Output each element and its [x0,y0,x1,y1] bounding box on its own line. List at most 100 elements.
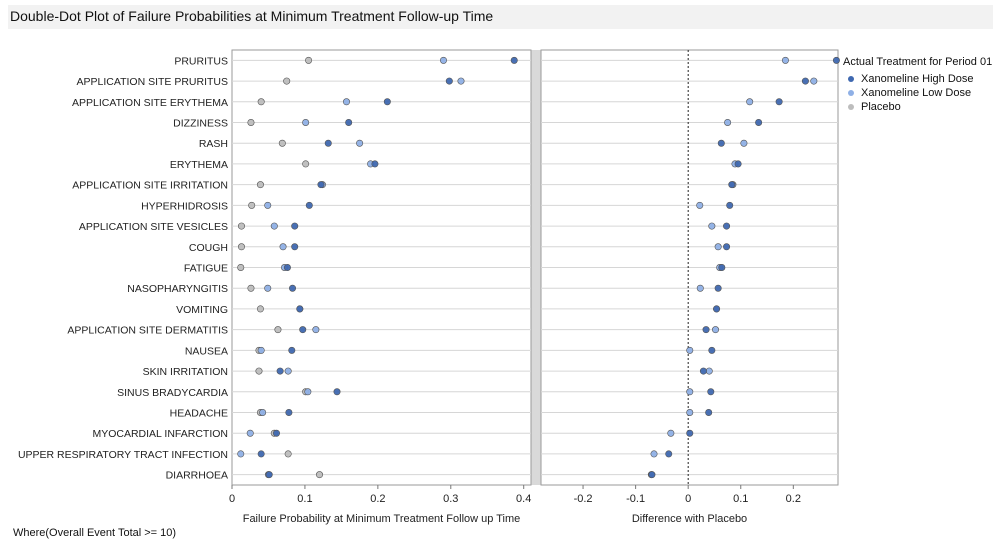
point-placebo-pruritus [305,56,313,64]
point-xanomeline-high-dose-skin-irritation [276,367,284,375]
point-xanomeline-high-dose-application-site-vesicles [291,222,299,230]
point-xanomeline-high-dose-application-site-pruritus [801,77,809,85]
point-xanomeline-high-dose-rash [324,139,332,147]
point-xanomeline-high-dose-sinus-bradycardia [707,388,715,396]
category-label-erythema: ERYTHEMA [170,159,228,171]
where-clause-footer: Where(Overall Event Total >= 10) [13,527,177,539]
title-bar [8,5,993,29]
point-xanomeline-high-dose-cough [291,243,299,251]
point-xanomeline-low-dose-dizziness [302,119,310,127]
category-label-rash: RASH [199,138,228,150]
point-xanomeline-low-dose-nasopharyngitis [264,284,272,292]
point-xanomeline-low-dose-pruritus [439,56,447,64]
category-label-dizziness: DIZZINESS [173,118,228,130]
category-label-application-site-vesicles: APPLICATION SITE VESICLES [79,221,228,233]
point-xanomeline-high-dose-myocardial-infarction [686,429,694,437]
legend-item-placebo: Placebo [848,100,992,114]
category-label-vomiting: VOMITING [176,304,228,316]
point-xanomeline-low-dose-headache [686,408,694,416]
point-placebo-application-site-vesicles [237,222,245,230]
point-xanomeline-high-dose-skin-irritation [699,367,707,375]
category-label-application-site-irritation: APPLICATION SITE IRRITATION [72,180,228,192]
point-xanomeline-high-dose-application-site-dermatitis [702,326,710,334]
point-xanomeline-high-dose-rash [717,139,725,147]
point-placebo-application-site-erythema [257,98,265,106]
legend-marker-low-dose [848,90,854,96]
category-label-upper-respiratory-tract-infection: UPPER RESPIRATORY TRACT INFECTION [18,449,228,461]
category-label-application-site-erythema: APPLICATION SITE ERYTHEMA [72,97,228,109]
point-xanomeline-low-dose-application-site-pruritus [810,77,818,85]
x-tick-label: 0 [685,493,691,505]
legend-marker-placebo [848,104,854,110]
point-xanomeline-low-dose-application-site-dermatitis [312,326,320,334]
point-xanomeline-high-dose-nausea [288,346,296,354]
point-placebo-upper-respiratory-tract-infection [284,450,292,458]
legend-marker-high-dose [848,76,854,82]
point-xanomeline-high-dose-erythema [734,160,742,168]
point-xanomeline-high-dose-vomiting [296,305,304,313]
point-xanomeline-high-dose-upper-respiratory-tract-infection [257,450,265,458]
point-xanomeline-high-dose-application-site-erythema [775,98,783,106]
legend-item-high-dose: Xanomeline High Dose [848,72,992,86]
x-tick-label: 0.1 [297,493,312,505]
category-label-hyperhidrosis: HYPERHIDROSIS [141,200,228,212]
panel-separator [531,50,541,485]
x-tick-label: 0.1 [733,493,748,505]
legend-label-placebo: Placebo [861,101,901,113]
point-xanomeline-low-dose-application-site-dermatitis [712,326,720,334]
point-placebo-nasopharyngitis [247,284,255,292]
category-label-fatigue: FATIGUE [184,263,228,275]
legend-label-high-dose: Xanomeline High Dose [861,73,974,85]
legend-title: Actual Treatment for Period 01 [843,56,993,68]
point-placebo-cough [237,243,245,251]
point-xanomeline-high-dose-cough [723,243,731,251]
x-axis-title: Failure Probability at Minimum Treatment… [243,513,521,525]
legend: Actual Treatment for Period 01 Xanomelin… [843,56,992,114]
point-xanomeline-low-dose-myocardial-infarction [246,429,254,437]
point-xanomeline-low-dose-hyperhidrosis [264,201,272,209]
x-tick-label: 0.2 [786,493,801,505]
x-tick-label: 0 [229,493,235,505]
point-xanomeline-high-dose-application-site-irritation [728,181,736,189]
point-xanomeline-low-dose-application-site-erythema [342,98,350,106]
point-xanomeline-high-dose-application-site-irritation [317,181,325,189]
point-xanomeline-high-dose-upper-respiratory-tract-infection [665,450,673,458]
point-xanomeline-low-dose-skin-irritation [705,367,713,375]
point-xanomeline-low-dose-skin-irritation [284,367,292,375]
category-label-nausea: NAUSEA [185,345,228,357]
legend-label-low-dose: Xanomeline Low Dose [861,87,972,99]
point-xanomeline-high-dose-dizziness [345,119,353,127]
x-tick-label: -0.1 [626,493,645,505]
category-label-sinus-bradycardia: SINUS BRADYCARDIA [117,387,228,399]
point-xanomeline-low-dose-rash [740,139,748,147]
point-xanomeline-low-dose-upper-respiratory-tract-infection [650,450,658,458]
point-xanomeline-high-dose-dizziness [755,119,763,127]
point-xanomeline-low-dose-nasopharyngitis [696,284,704,292]
point-xanomeline-low-dose-application-site-pruritus [457,77,465,85]
point-xanomeline-high-dose-myocardial-infarction [272,429,280,437]
point-xanomeline-high-dose-vomiting [713,305,721,313]
category-label-nasopharyngitis: NASOPHARYNGITIS [127,283,228,295]
point-placebo-dizziness [247,119,255,127]
point-xanomeline-low-dose-cough [279,243,287,251]
point-xanomeline-low-dose-application-site-vesicles [270,222,278,230]
point-placebo-vomiting [256,305,264,313]
point-xanomeline-high-dose-headache [285,408,293,416]
point-xanomeline-high-dose-application-site-erythema [383,98,391,106]
panel-1: 0 0.1 0.2 0.3 0.4 Failure Probability at Mini… [229,49,532,525]
point-xanomeline-low-dose-pruritus [781,56,789,64]
point-xanomeline-low-dose-application-site-erythema [746,98,754,106]
x-tick-label: 0.2 [370,493,385,505]
point-xanomeline-high-dose-nasopharyngitis [714,284,722,292]
category-label-myocardial-infarction: MYOCARDIAL INFARCTION [92,428,228,440]
x-tick-label: -0.2 [574,493,593,505]
category-label-skin-irritation: SKIN IRRITATION [143,366,228,378]
category-label-cough: COUGH [189,242,228,254]
point-xanomeline-high-dose-application-site-pruritus [445,77,453,85]
point-xanomeline-high-dose-headache [705,408,713,416]
point-placebo-hyperhidrosis [248,201,256,209]
point-xanomeline-high-dose-application-site-vesicles [723,222,731,230]
point-xanomeline-high-dose-hyperhidrosis [726,201,734,209]
point-xanomeline-high-dose-erythema [371,160,379,168]
chart-title: Double-Dot Plot of Failure Probabilities… [10,8,494,24]
